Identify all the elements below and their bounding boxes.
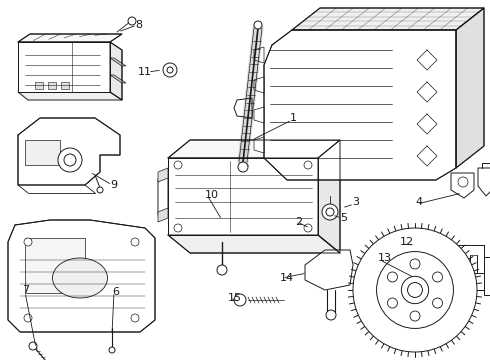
Circle shape — [217, 265, 227, 275]
Polygon shape — [158, 168, 168, 182]
Text: 15: 15 — [228, 293, 242, 303]
Ellipse shape — [52, 258, 107, 298]
Circle shape — [131, 314, 139, 322]
Circle shape — [128, 17, 136, 25]
Text: 13: 13 — [378, 253, 392, 263]
Polygon shape — [292, 8, 484, 30]
Text: 12: 12 — [400, 237, 414, 247]
Text: 2: 2 — [295, 217, 302, 227]
Circle shape — [24, 238, 32, 246]
Circle shape — [401, 276, 429, 303]
Circle shape — [58, 148, 82, 172]
Polygon shape — [168, 158, 318, 235]
Circle shape — [408, 283, 422, 297]
Text: 14: 14 — [280, 273, 294, 283]
Circle shape — [388, 298, 397, 308]
Circle shape — [433, 298, 442, 308]
Polygon shape — [254, 77, 264, 93]
Circle shape — [376, 252, 453, 328]
Polygon shape — [478, 168, 490, 196]
Circle shape — [326, 310, 336, 320]
Polygon shape — [18, 34, 122, 42]
Circle shape — [353, 228, 477, 352]
Circle shape — [238, 162, 248, 172]
Circle shape — [458, 177, 468, 187]
Text: 4: 4 — [415, 197, 422, 207]
Circle shape — [131, 238, 139, 246]
Polygon shape — [158, 208, 168, 222]
Text: 7: 7 — [22, 285, 29, 295]
Polygon shape — [158, 175, 168, 215]
Polygon shape — [18, 42, 110, 92]
Polygon shape — [18, 118, 120, 185]
Bar — [61, 82, 69, 89]
Circle shape — [167, 67, 173, 73]
Text: 1: 1 — [290, 113, 297, 123]
Polygon shape — [168, 140, 340, 158]
Circle shape — [254, 21, 262, 29]
Text: 6: 6 — [112, 287, 119, 297]
Circle shape — [163, 63, 177, 77]
Polygon shape — [168, 235, 340, 253]
Polygon shape — [8, 220, 155, 332]
Polygon shape — [451, 173, 474, 198]
Text: 3: 3 — [352, 197, 359, 207]
Text: 5: 5 — [340, 213, 347, 223]
Circle shape — [174, 161, 182, 169]
Circle shape — [29, 342, 37, 350]
Polygon shape — [254, 137, 264, 153]
Text: 9: 9 — [110, 180, 117, 190]
Bar — [35, 82, 43, 89]
Circle shape — [24, 314, 32, 322]
Circle shape — [304, 161, 312, 169]
Polygon shape — [254, 107, 264, 123]
Polygon shape — [234, 98, 252, 118]
Polygon shape — [110, 75, 126, 83]
Polygon shape — [462, 257, 490, 295]
Bar — [25, 140, 60, 165]
Polygon shape — [456, 8, 484, 168]
Text: 8: 8 — [135, 20, 142, 30]
Circle shape — [326, 208, 334, 216]
Text: 10: 10 — [205, 190, 219, 200]
Polygon shape — [18, 92, 122, 100]
Text: 11: 11 — [138, 67, 152, 77]
Polygon shape — [318, 140, 340, 253]
Polygon shape — [305, 250, 353, 290]
Circle shape — [174, 224, 182, 232]
Polygon shape — [110, 42, 122, 100]
Polygon shape — [110, 58, 126, 66]
Circle shape — [410, 311, 420, 321]
Polygon shape — [254, 47, 264, 63]
Circle shape — [97, 187, 103, 193]
Circle shape — [109, 347, 115, 353]
Bar — [48, 82, 56, 89]
Circle shape — [304, 224, 312, 232]
Circle shape — [410, 259, 420, 269]
Bar — [25, 238, 85, 293]
Circle shape — [234, 294, 246, 306]
Polygon shape — [264, 30, 456, 180]
Circle shape — [433, 272, 442, 282]
Circle shape — [64, 154, 76, 166]
Circle shape — [322, 204, 338, 220]
Circle shape — [388, 272, 397, 282]
